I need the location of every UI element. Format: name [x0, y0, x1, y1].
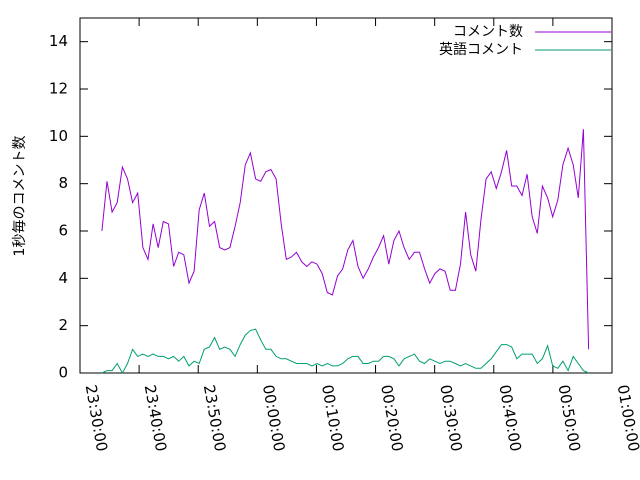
y-tick-label: 8 — [58, 174, 68, 192]
y-tick-label: 0 — [58, 364, 68, 382]
x-tick-label: 23:40:00 — [141, 383, 170, 452]
y-tick-label: 2 — [58, 316, 68, 334]
x-tick-label: 00:50:00 — [555, 383, 584, 452]
y-tick-label: 4 — [58, 269, 68, 287]
x-tick-label: 00:00:00 — [259, 383, 288, 452]
x-tick-label: 23:30:00 — [82, 383, 111, 452]
x-tick-label: 00:10:00 — [318, 383, 347, 452]
series-line — [101, 328, 589, 375]
y-axis-label: 1秒毎のコメント数 — [12, 136, 28, 257]
legend-label: コメント数 — [453, 24, 523, 40]
y-tick-label: 12 — [49, 80, 68, 98]
x-tick-label: 01:00:00 — [614, 383, 640, 452]
y-tick-label: 14 — [49, 32, 68, 50]
x-tick-label: 00:40:00 — [495, 383, 524, 452]
x-tick-label: 00:20:00 — [377, 383, 406, 452]
series-line — [101, 129, 590, 350]
y-tick-label: 6 — [58, 222, 68, 240]
x-tick-label: 23:50:00 — [200, 383, 229, 452]
y-tick-label: 10 — [49, 127, 68, 145]
x-tick-label: 00:30:00 — [436, 383, 465, 452]
legend-label: 英語コメント — [439, 41, 523, 58]
plot-frame — [79, 17, 613, 374]
